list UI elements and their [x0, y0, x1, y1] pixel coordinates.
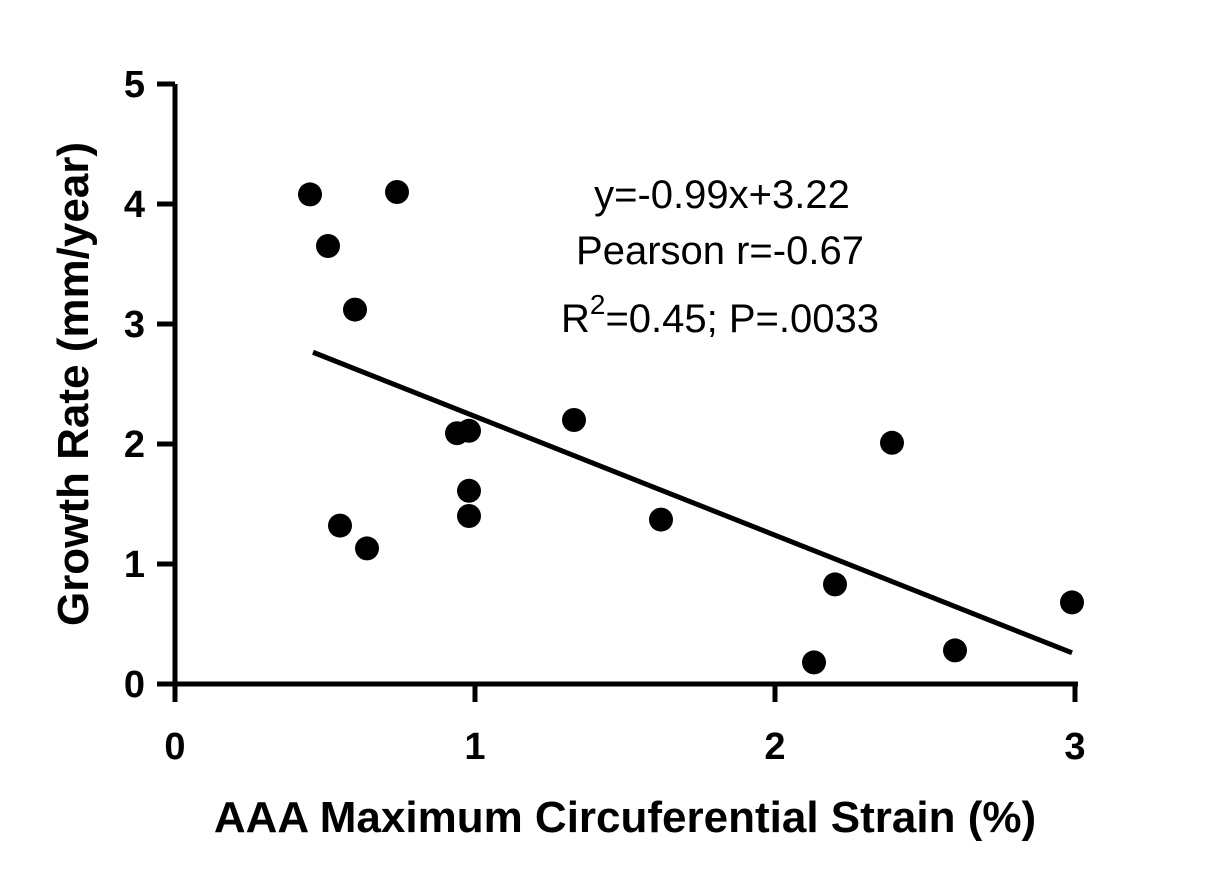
pearson-annotation: Pearson r=-0.67 [576, 229, 864, 273]
x-axis-ticks: 0 1 2 3 [164, 684, 1086, 768]
y-tick-label: 3 [124, 304, 145, 346]
data-point [823, 572, 847, 597]
equation-annotation: y=-0.99x+3.22 [594, 173, 850, 217]
data-points [298, 180, 1084, 675]
x-tick-label: 2 [764, 726, 785, 768]
x-axis-title: AAA Maximum Circuferential Strain (%) [214, 793, 1036, 842]
data-point [457, 504, 481, 528]
data-point [649, 507, 673, 532]
y-tick-label: 4 [124, 184, 145, 226]
y-axis-title: Growth Rate (mm/year) [49, 142, 98, 626]
data-point [316, 234, 340, 258]
y-tick-label: 2 [124, 424, 145, 466]
y-axis-ticks: 0 1 2 3 4 5 [124, 64, 175, 706]
data-point [802, 650, 826, 675]
r2-annotation: R2=0.45; P=.0033 [561, 289, 879, 341]
x-tick-label: 3 [1064, 726, 1085, 768]
regression-line-group [312, 349, 1073, 656]
r2-prefix: R [561, 297, 590, 341]
data-point [298, 182, 322, 207]
y-tick-label: 1 [124, 544, 145, 586]
data-point [343, 297, 367, 322]
data-point [328, 513, 352, 538]
data-point [355, 536, 379, 561]
data-point [385, 180, 409, 204]
data-point [562, 408, 586, 432]
x-tick-label: 1 [464, 726, 485, 768]
data-point [457, 418, 481, 443]
data-point [457, 478, 481, 503]
data-point [880, 430, 904, 455]
y-tick-label: 5 [124, 64, 145, 106]
x-tick-label: 0 [164, 726, 185, 768]
axes [172, 84, 1078, 687]
data-point [943, 638, 967, 663]
regression-line [312, 349, 1073, 656]
r2-superscript: 2 [590, 289, 606, 320]
data-point [1060, 590, 1084, 615]
r2-rest: =0.45; P=.0033 [605, 297, 879, 341]
y-tick-label: 0 [124, 664, 145, 706]
